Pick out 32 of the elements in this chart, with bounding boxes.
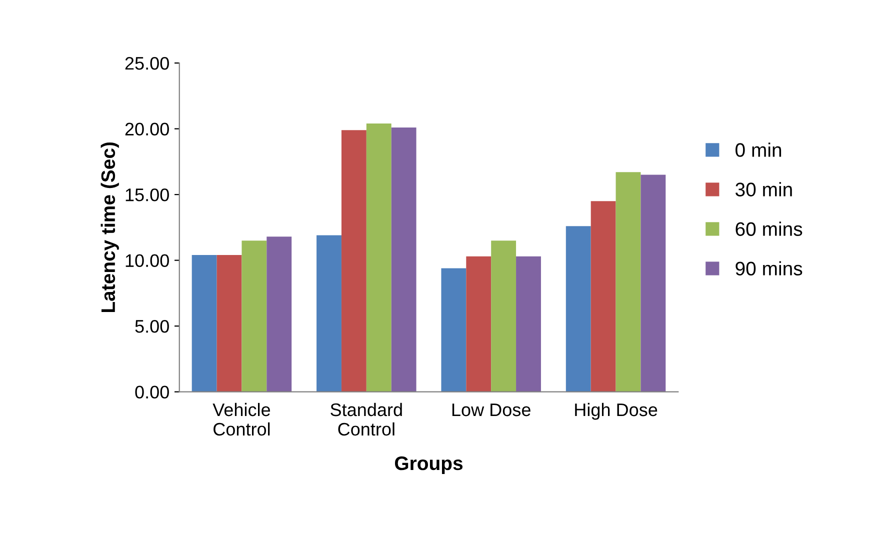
bar	[242, 240, 267, 392]
bar	[616, 172, 641, 392]
bar	[341, 130, 366, 392]
bar	[590, 201, 616, 392]
bar	[640, 174, 666, 392]
bar	[366, 124, 392, 392]
bar	[491, 240, 516, 392]
y-tick-label: 10.00	[126, 254, 169, 268]
bar	[566, 226, 591, 392]
legend-label: 0 min	[736, 142, 782, 157]
y-tick-label: 0.00	[135, 386, 169, 399]
x-tick-label: Standard Control	[330, 402, 402, 436]
y-axis-title: Latency time (Sec)	[100, 142, 119, 312]
x-tick-label: Vehicle Control	[212, 402, 270, 436]
x-tick-label: High Dose	[575, 402, 658, 420]
legend-label: 30 min	[736, 182, 792, 196]
bar	[516, 256, 541, 392]
y-tick-label: 15.00	[126, 188, 169, 202]
bar	[441, 268, 466, 392]
bar	[266, 236, 292, 392]
y-tick-label: 25.00	[125, 56, 169, 70]
bar	[192, 255, 217, 392]
bar	[216, 255, 242, 392]
bar	[466, 256, 492, 392]
legend-label: 60 mins	[736, 222, 802, 236]
y-tick-label: 20.00	[125, 122, 169, 136]
x-tick-label: Low Dose	[452, 404, 530, 416]
y-tick-label: 5.00	[135, 320, 169, 333]
bar	[391, 127, 416, 392]
legend-label: 90 mins	[736, 261, 802, 276]
bar	[316, 235, 342, 392]
x-axis-title: Groups	[394, 456, 463, 474]
